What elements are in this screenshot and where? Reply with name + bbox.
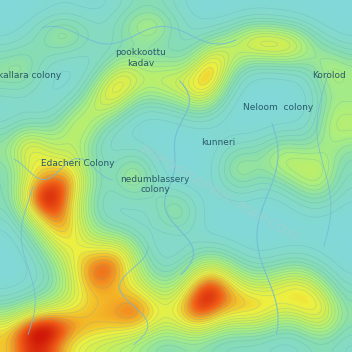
Text: kunneri: kunneri [201, 138, 235, 147]
Text: nedumblassery
colony: nedumblassery colony [120, 175, 190, 195]
Text: TOPOGRAPHIC-MAP.COM: TOPOGRAPHIC-MAP.COM [136, 142, 301, 245]
Text: Edacheri Colony: Edacheri Colony [41, 159, 114, 168]
Text: Neloom  colony: Neloom colony [243, 103, 313, 112]
Text: kallara colony: kallara colony [0, 71, 62, 80]
Text: Korolod: Korolod [312, 71, 346, 80]
Text: pookkoottu
kadav: pookkoottu kadav [115, 48, 166, 68]
